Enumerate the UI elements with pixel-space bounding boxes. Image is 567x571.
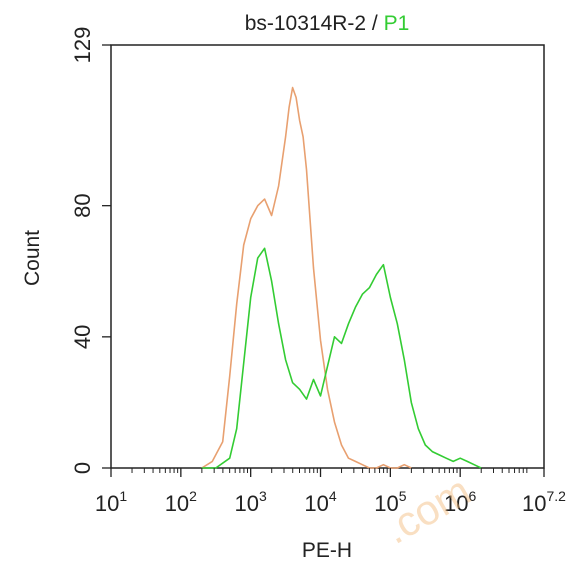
x-tick-label: 103 — [235, 488, 267, 516]
series-layer — [201, 86, 482, 469]
x-tick-label: 101 — [95, 488, 127, 516]
series-sample-line — [201, 247, 482, 469]
watermark-text: .com — [376, 467, 478, 553]
x-tick-label: 106 — [444, 488, 476, 516]
chart-title: bs-10314R-2 / P1 — [245, 12, 410, 35]
chart-title-sample: bs-10314R-2 — [245, 12, 366, 35]
plot-frame — [110, 44, 545, 469]
x-tick-label: 102 — [165, 488, 197, 516]
y-tick-label: 129 — [70, 27, 95, 64]
x-axis: 101 102 103 104 105 106 107.2 — [95, 468, 566, 516]
x-axis-title: PE-H — [302, 539, 352, 562]
series-control-line — [201, 86, 412, 469]
chart-title-separator: / — [366, 12, 384, 35]
x-tick-label: 107.2 — [522, 488, 566, 516]
x-tick-label: 104 — [304, 488, 336, 516]
y-axis-title: Count — [21, 230, 44, 286]
y-tick-label: 80 — [70, 193, 95, 217]
y-tick-label: 40 — [70, 325, 95, 349]
y-axis: 0 40 80 129 — [70, 27, 111, 474]
chart-title-gate: P1 — [384, 12, 410, 35]
y-tick-label: 0 — [70, 462, 95, 474]
x-tick-label: 105 — [374, 488, 406, 516]
